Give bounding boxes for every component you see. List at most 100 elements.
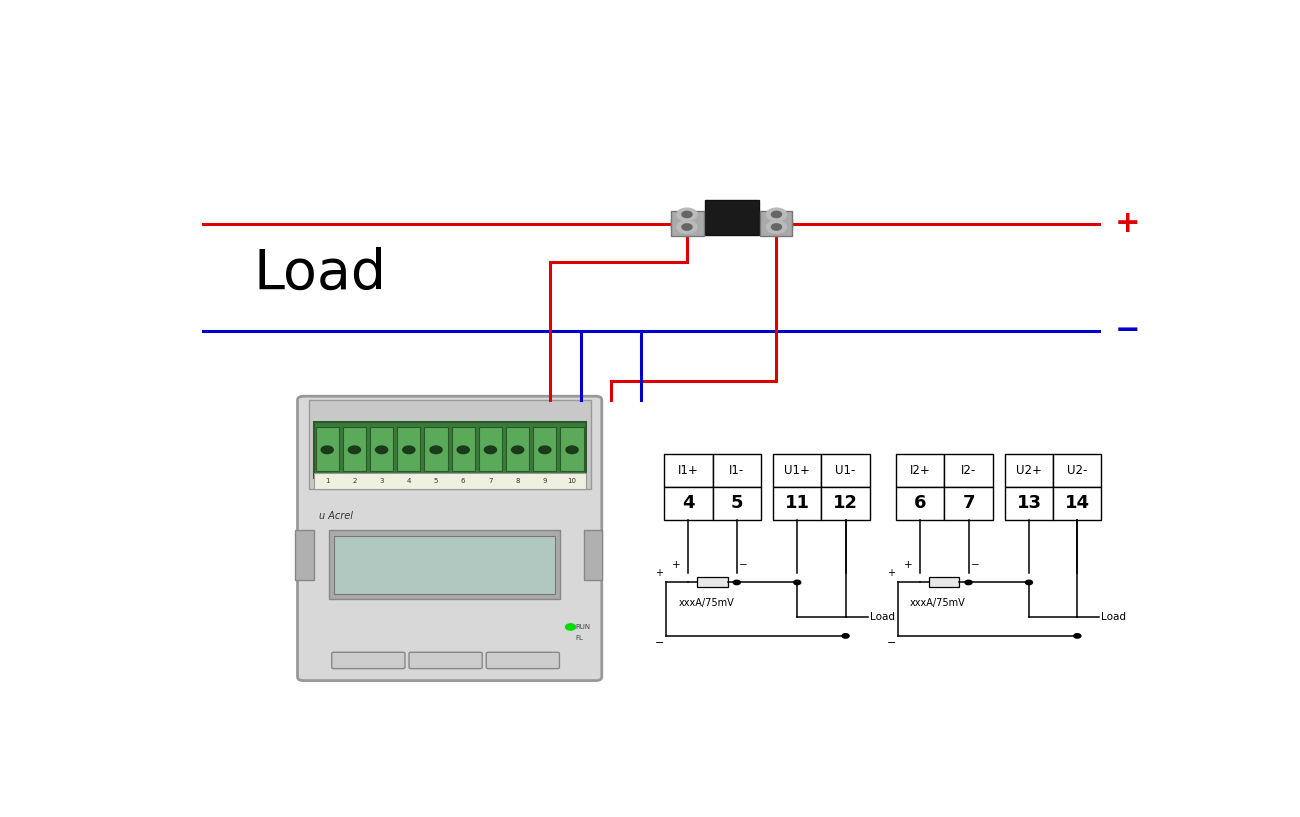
Bar [478, 427, 502, 471]
Circle shape [842, 634, 849, 638]
Text: +: + [1114, 209, 1140, 239]
Text: Load: Load [1101, 612, 1127, 622]
Bar [334, 537, 555, 594]
Text: 4: 4 [407, 478, 411, 484]
Bar [759, 212, 792, 236]
Text: 11: 11 [785, 494, 810, 512]
Text: 14: 14 [1065, 494, 1089, 512]
Circle shape [771, 212, 781, 217]
Circle shape [485, 446, 497, 453]
Text: +: + [887, 568, 894, 578]
Bar [698, 578, 728, 587]
Bar [1005, 487, 1053, 520]
Bar [343, 427, 367, 471]
Text: 5: 5 [731, 494, 744, 512]
Text: 12: 12 [833, 494, 858, 512]
Circle shape [321, 446, 333, 453]
Bar [316, 427, 339, 471]
Bar [671, 212, 703, 236]
Circle shape [771, 224, 781, 230]
Circle shape [965, 580, 972, 585]
Bar [1053, 454, 1101, 487]
Text: U2-: U2- [1067, 464, 1088, 477]
Text: +: + [655, 568, 663, 578]
Text: xxxA/75mV: xxxA/75mV [679, 598, 734, 608]
Text: 10: 10 [568, 478, 576, 484]
Bar [664, 487, 712, 520]
Circle shape [376, 446, 387, 453]
Bar [506, 427, 529, 471]
Circle shape [566, 624, 576, 630]
Circle shape [458, 446, 469, 453]
Circle shape [1074, 634, 1080, 638]
Bar [930, 578, 959, 587]
Text: I1+: I1+ [679, 464, 699, 477]
Text: 13: 13 [1017, 494, 1041, 512]
Text: 1: 1 [325, 478, 329, 484]
Text: 9: 9 [542, 478, 547, 484]
Bar [370, 427, 393, 471]
Text: FL: FL [576, 635, 584, 641]
Bar [313, 422, 585, 477]
Bar [896, 487, 944, 520]
Text: 4: 4 [682, 494, 694, 512]
Circle shape [403, 446, 415, 453]
Circle shape [1026, 580, 1032, 585]
Bar [308, 400, 590, 489]
Text: U2+: U2+ [1017, 464, 1041, 477]
Text: −: − [1114, 316, 1140, 346]
Text: I1-: I1- [729, 464, 745, 477]
Circle shape [512, 446, 524, 453]
Bar [774, 454, 822, 487]
Text: 3: 3 [380, 478, 383, 484]
Bar [533, 427, 556, 471]
Bar [1005, 454, 1053, 487]
Bar [944, 454, 993, 487]
FancyBboxPatch shape [486, 652, 559, 668]
Bar [560, 427, 584, 471]
Circle shape [733, 580, 740, 585]
Text: U1+: U1+ [784, 464, 810, 477]
Circle shape [682, 212, 692, 217]
Text: RUN: RUN [576, 624, 590, 630]
Bar [774, 487, 822, 520]
Text: I2-: I2- [961, 464, 976, 477]
FancyBboxPatch shape [332, 652, 406, 668]
Text: I2+: I2+ [910, 464, 931, 477]
Text: 8: 8 [515, 478, 520, 484]
Bar [295, 530, 313, 580]
Text: −: − [971, 560, 979, 570]
Circle shape [767, 221, 786, 234]
Text: −: − [738, 560, 748, 570]
Bar [944, 487, 993, 520]
Bar [705, 200, 759, 234]
Text: xxxA/75mV: xxxA/75mV [910, 598, 966, 608]
Bar [664, 454, 712, 487]
Circle shape [677, 221, 697, 234]
Text: +: + [672, 560, 680, 570]
Circle shape [794, 580, 801, 585]
FancyBboxPatch shape [298, 396, 602, 681]
Bar [398, 427, 420, 471]
Text: +: + [903, 560, 913, 570]
Bar [313, 473, 585, 489]
Bar [424, 427, 447, 471]
Bar [671, 219, 792, 229]
Text: 7: 7 [962, 494, 975, 512]
FancyBboxPatch shape [410, 652, 482, 668]
Circle shape [767, 208, 786, 221]
Text: Load: Load [254, 248, 386, 301]
Text: U1-: U1- [836, 464, 855, 477]
Bar [896, 454, 944, 487]
Bar [1053, 487, 1101, 520]
Bar [584, 530, 602, 580]
Text: u Acrel: u Acrel [318, 511, 352, 521]
Circle shape [677, 208, 697, 221]
Circle shape [682, 224, 692, 230]
Circle shape [566, 446, 578, 453]
Bar [712, 454, 760, 487]
Text: −: − [887, 638, 896, 648]
Text: 7: 7 [489, 478, 493, 484]
Text: 6: 6 [462, 478, 465, 484]
Text: Load: Load [870, 612, 894, 622]
